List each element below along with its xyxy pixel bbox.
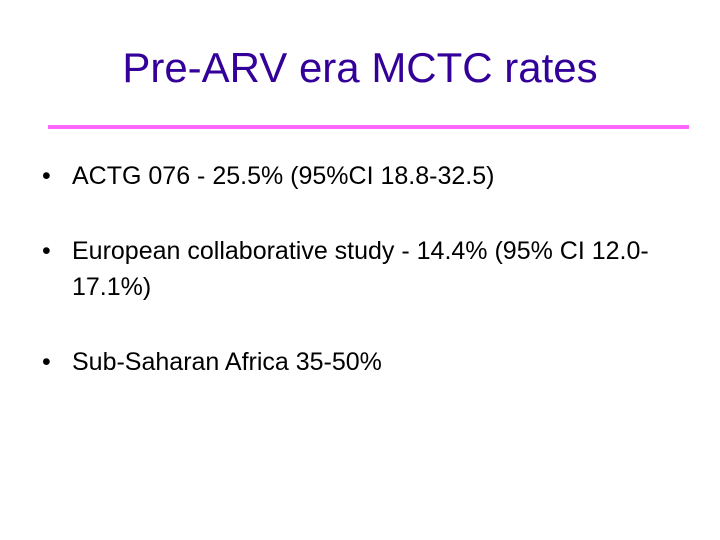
bullet-icon: • (42, 162, 51, 190)
bullet-list: • ACTG 076 - 25.5% (95%CI 18.8-32.5) • E… (42, 158, 702, 419)
bullet-text: Sub-Saharan Africa 35-50% (72, 348, 382, 376)
bullet-icon: • (42, 348, 51, 376)
bullet-text: ACTG 076 - 25.5% (95%CI 18.8-32.5) (72, 162, 495, 190)
bullet-item-european-study: • European collaborative study - 14.4% (… (42, 233, 702, 305)
bullet-item-sub-saharan-africa: • Sub-Saharan Africa 35-50% (42, 344, 702, 380)
slide-title: Pre-ARV era MCTC rates (122, 44, 598, 91)
bullet-text: European collaborative study - 14.4% (95… (72, 237, 649, 301)
bullet-icon: • (42, 237, 51, 265)
bullet-item-actg: • ACTG 076 - 25.5% (95%CI 18.8-32.5) (42, 158, 702, 194)
title-divider (48, 125, 689, 129)
